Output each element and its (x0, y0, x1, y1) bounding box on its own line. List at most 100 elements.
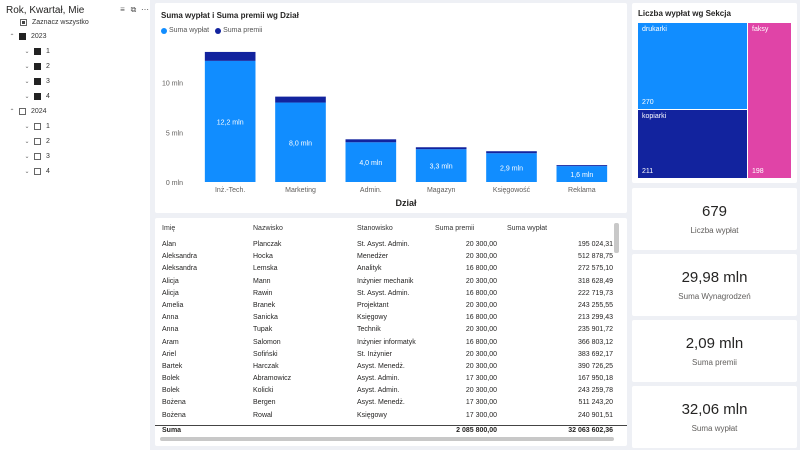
horizontal-scrollbar[interactable] (160, 437, 614, 441)
slicer-select-all[interactable]: Zaznacz wszystko (20, 16, 89, 28)
slicer-item[interactable]: ⌄ 2 (24, 135, 50, 147)
treemap-cell-kopiarki[interactable]: kopiarki 211 (638, 110, 747, 178)
table-row[interactable]: Bolek Abramowicz Asyst. Admin. 17 300,00 167… (155, 374, 627, 386)
kpi-value: 32,06 mln (681, 401, 748, 418)
cell-stanowisko: Asyst. Menedż. (357, 362, 405, 370)
table-row[interactable]: Alicja Rawin St. Asyst. Admin. 16 800,00 222… (155, 289, 627, 301)
chevron-down-icon[interactable]: ⌄ (24, 48, 30, 55)
slicer-item[interactable]: ⌄ 3 (24, 75, 50, 87)
checkbox-icon[interactable] (34, 167, 41, 175)
treemap-cell-label: drukarki (642, 26, 667, 33)
cell-suma-premii: 20 300,00 (465, 326, 497, 334)
bar-suma-premii (486, 151, 537, 154)
table-row[interactable]: Aram Salomon Inżynier informatyk 16 800,00 3… (155, 338, 627, 350)
chevron-up-icon[interactable]: ⌃ (9, 108, 15, 115)
slicer-item[interactable]: ⌃ 2024 (9, 105, 47, 117)
treemap-cell-drukarki[interactable]: drukarki 270 (638, 23, 747, 109)
table-header: Imię Nazwisko Stanowisko Suma premii Sum… (155, 224, 627, 236)
legend-label: Suma wypłat (169, 27, 210, 34)
treemap-cell-value: 270 (642, 99, 654, 106)
x-tick-label: Inż.-Tech. (215, 187, 245, 194)
slicer-item[interactable]: ⌄ 1 (24, 120, 50, 132)
table-row[interactable]: Alan Planczak St. Asyst. Admin. 20 300,00 19… (155, 240, 627, 252)
checkbox-icon[interactable] (34, 62, 41, 70)
cell-stanowisko: Asyst. Admin. (357, 387, 400, 395)
chevron-down-icon[interactable]: ⌄ (24, 78, 30, 85)
table-row[interactable]: Anna Tupak Technik 20 300,00 235 901,72 (155, 325, 627, 337)
cell-suma-premii: 20 300,00 (465, 387, 497, 395)
cell-stanowisko: Menedżer (357, 253, 389, 261)
chevron-down-icon[interactable]: ⌄ (24, 168, 30, 175)
column-header-nazwisko[interactable]: Nazwisko (253, 225, 283, 232)
chevron-down-icon[interactable]: ⌄ (24, 153, 30, 160)
chevron-down-icon[interactable]: ⌄ (24, 123, 30, 130)
filter-icon[interactable]: ≡ (120, 5, 125, 14)
cell-nazwisko: Harczak (253, 362, 279, 370)
chart-legend: Suma wypłat Suma premii (161, 27, 262, 34)
table-row[interactable]: Ariel Sofiński St. Inżynier 20 300,00 383 69… (155, 350, 627, 362)
vertical-scrollbar[interactable] (614, 223, 619, 253)
bar-chart-card: Suma wypłat i Suma premii wg Dział Suma … (155, 3, 627, 213)
table-row[interactable]: Aleksandra Hocka Menedżer 20 300,00 512 878,… (155, 252, 627, 264)
bar-suma-premii (415, 147, 467, 150)
slicer-item-label: 3 (46, 152, 50, 160)
table-row[interactable]: Anna Sanicka Księgowy 16 800,00 213 299,43 (155, 313, 627, 325)
chevron-down-icon[interactable]: ⌄ (24, 138, 30, 145)
table-row[interactable]: Alicja Mann Inżynier mechanik 20 300,00 318 … (155, 277, 627, 289)
cell-suma-premii: 16 800,00 (465, 338, 497, 346)
table-row[interactable]: Amelia Branek Projektant 20 300,00 243 255,5… (155, 301, 627, 313)
legend-item-premii[interactable]: Suma premii (215, 27, 262, 34)
checkbox-icon[interactable] (34, 47, 41, 55)
slicer-item[interactable]: ⌄ 4 (24, 90, 50, 102)
table-row[interactable]: Bolek Kolicki Asyst. Admin. 20 300,00 243 25… (155, 386, 627, 398)
cell-imie: Anna (162, 314, 179, 322)
treemap-cell-faksy[interactable]: faksy 198 (748, 23, 791, 178)
slicer-title: Rok, Kwartał, Mie (6, 4, 85, 16)
slicer-item[interactable]: ⌄ 2 (24, 60, 50, 72)
cell-nazwisko: Sofiński (253, 350, 278, 358)
focus-mode-icon[interactable]: ⧉ (130, 5, 137, 14)
slicer-item-label: 1 (46, 122, 50, 130)
cell-stanowisko: St. Inżynier (357, 350, 393, 358)
y-tick-label: 10 mln (162, 81, 183, 88)
cell-nazwisko: Kolicki (253, 387, 274, 395)
x-tick-label: Magazyn (427, 187, 456, 194)
chevron-down-icon[interactable]: ⌄ (24, 93, 30, 100)
table-row[interactable]: Bartek Harczak Asyst. Menedż. 20 300,00 390 … (155, 362, 627, 374)
y-tick-label: 0 mln (166, 180, 183, 187)
checkbox-icon[interactable] (34, 152, 41, 160)
chevron-up-icon[interactable]: ⌃ (9, 33, 15, 40)
column-header-suma-wyplat[interactable]: Suma wypłat (507, 225, 548, 232)
more-options-icon[interactable]: ⋯ (141, 5, 149, 14)
table-row[interactable]: Aleksandra Lemska Analityk 16 800,00 272 575… (155, 264, 627, 276)
cell-suma-wyplat: 390 726,25 (577, 362, 613, 370)
treemap-cell-value: 211 (642, 168, 654, 175)
cell-imie: Aleksandra (162, 253, 198, 261)
slicer-item[interactable]: ⌄ 4 (24, 165, 50, 177)
cell-imie: Bolek (162, 387, 180, 395)
kpi-label: Suma premii (692, 358, 737, 367)
checkbox-icon[interactable] (34, 122, 41, 130)
column-header-stanowisko[interactable]: Stanowisko (357, 225, 393, 232)
slicer-item[interactable]: ⌄ 3 (24, 150, 50, 162)
checkbox-icon[interactable] (34, 77, 41, 85)
checkbox-icon[interactable] (34, 137, 41, 145)
slicer-item[interactable]: ⌄ 1 (24, 45, 50, 57)
bar-suma-premii (275, 96, 326, 103)
slicer-item[interactable]: ⌃ 2023 (9, 30, 47, 42)
slicer-item-label: 2024 (31, 107, 47, 115)
data-label: 8,0 mln (289, 140, 312, 147)
checkbox-icon[interactable] (20, 18, 27, 26)
checkbox-icon[interactable] (19, 107, 26, 115)
legend-item-wyplat[interactable]: Suma wypłat (161, 27, 209, 34)
cell-suma-wyplat: 366 803,12 (577, 338, 613, 346)
column-header-suma-premii[interactable]: Suma premii (435, 225, 475, 232)
table-row[interactable]: Bożena Bergen Asyst. Menedż. 17 300,00 511 2… (155, 398, 627, 410)
cell-imie: Alicja (162, 289, 179, 297)
table-row[interactable]: Bożena Rowal Księgowy 17 300,00 240 901,51 (155, 411, 627, 423)
column-header-imie[interactable]: Imię (162, 225, 176, 232)
checkbox-icon[interactable] (19, 32, 26, 40)
bar-suma-wyplat (275, 102, 326, 182)
chevron-down-icon[interactable]: ⌄ (24, 63, 30, 70)
checkbox-icon[interactable] (34, 92, 41, 100)
